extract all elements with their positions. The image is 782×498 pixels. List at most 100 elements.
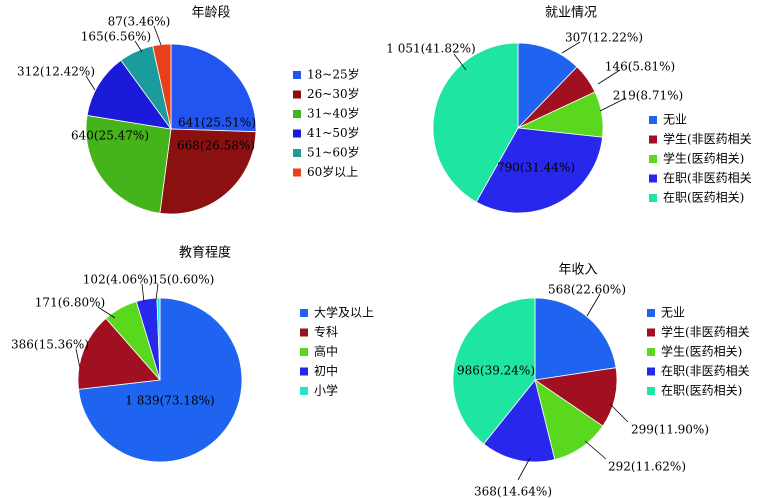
data-label: 1 051(41.82%) <box>386 42 475 56</box>
leader-line <box>517 457 531 481</box>
pie-slice <box>77 317 161 390</box>
pie-slice <box>156 297 161 381</box>
chart-title: 年龄段 <box>191 6 230 21</box>
legend-swatch <box>647 309 655 317</box>
pie-chart-age: 年龄段 641(25.51%) 668(26.58%) 640(25.47%) 312(… <box>17 6 360 215</box>
legend-label: 无业 <box>663 113 687 127</box>
pie-slice <box>517 42 578 129</box>
legend-label: 在职(医药相关) <box>661 384 742 398</box>
legend-label: 无业 <box>661 306 685 320</box>
legend-swatch <box>293 129 301 138</box>
leader-line <box>453 53 467 71</box>
pie-slice <box>170 43 257 133</box>
legend-swatch <box>293 90 301 99</box>
legend-label: 60岁以上 <box>307 164 358 179</box>
leader-line <box>153 25 162 46</box>
pie-chart-education: 教育程度 1 839(73.18%) 386(15.36%) 171(6.80%) 10… <box>11 245 374 463</box>
data-label: 219(8.71%) <box>613 89 683 103</box>
legend-label: 26~30岁 <box>307 86 360 101</box>
leader-line <box>134 40 143 53</box>
data-label: 568(22.60%) <box>548 283 626 297</box>
data-label: 165(6.56%) <box>81 30 151 44</box>
legend-swatch <box>300 387 308 395</box>
legend-swatch <box>300 309 308 317</box>
pie-slice <box>152 43 172 130</box>
legend-swatch <box>293 71 301 79</box>
legend-swatch <box>649 116 657 124</box>
data-label: 312(12.42%) <box>17 65 95 79</box>
legend-swatch <box>649 194 657 202</box>
legend-label: 高中 <box>314 344 338 359</box>
leader-line <box>597 69 621 85</box>
data-label: 299(11.90%) <box>631 423 709 437</box>
data-label: 790(31.44%) <box>497 161 575 175</box>
leader-line <box>155 283 159 301</box>
data-label: 368(14.64%) <box>474 485 552 498</box>
pie-slice <box>533 367 618 427</box>
legend-swatch <box>293 110 301 118</box>
legend-label: 在职(非医药相关 <box>663 171 752 185</box>
legend-swatch <box>647 328 655 337</box>
legend-label: 学生(非医药相关 <box>661 324 750 339</box>
pie-chart-employment: 就业情况 307(12.22%) 146(5.81%) 219(8.71%) 790(3… <box>386 6 752 214</box>
data-label: 386(15.36%) <box>11 338 89 352</box>
leader-line <box>599 97 627 112</box>
pie-slice <box>85 114 172 214</box>
data-label: 146(5.81%) <box>605 60 675 74</box>
data-label: 986(39.24%) <box>457 364 535 378</box>
leader-line <box>141 283 145 303</box>
legend-swatch <box>300 348 308 356</box>
data-label: 102(4.06%) <box>83 273 153 287</box>
legend-swatch <box>647 367 655 376</box>
data-label: 1 839(73.18%) <box>125 394 214 408</box>
legend-swatch <box>647 387 655 395</box>
legend-swatch <box>649 135 657 144</box>
data-label: 307(12.22%) <box>565 31 643 45</box>
legend-label: 51~60岁 <box>307 145 360 160</box>
pie-slice <box>432 42 519 203</box>
pie-slice <box>159 128 257 215</box>
data-label: 15(0.60%) <box>152 273 215 287</box>
pie-slice <box>452 297 536 445</box>
data-label: 640(25.47%) <box>71 129 149 143</box>
legend-swatch <box>647 348 655 356</box>
legend-label: 18~25岁 <box>307 67 360 82</box>
legend-swatch <box>300 328 308 337</box>
data-label: 668(26.58%) <box>177 139 255 153</box>
legend-swatch <box>293 168 301 177</box>
legend-label: 学生(医药相关) <box>663 151 744 166</box>
leader-line <box>561 41 581 54</box>
leader-line <box>85 75 96 91</box>
leader-line <box>97 306 116 319</box>
leader-line <box>609 403 629 423</box>
data-label: 171(6.80%) <box>35 296 105 310</box>
data-label: 87(3.46%) <box>108 15 171 29</box>
pie-slice <box>475 127 603 214</box>
legend-label: 小学 <box>314 383 338 398</box>
pie-slice <box>86 59 172 130</box>
data-label: 641(25.51%) <box>178 116 256 130</box>
legend-label: 大学及以上 <box>314 305 374 320</box>
legend-swatch <box>649 174 657 183</box>
legend-label: 学生(非医药相关 <box>663 131 752 146</box>
leader-line <box>75 348 81 369</box>
chart-title: 年收入 <box>558 263 597 278</box>
legend-swatch <box>293 149 301 157</box>
legend-label: 专科 <box>314 324 338 339</box>
leader-line <box>584 440 607 460</box>
legend-label: 41~50岁 <box>307 125 360 140</box>
legend-label: 在职(医药相关) <box>663 191 744 205</box>
legend-label: 31~40岁 <box>307 106 360 121</box>
legend-swatch <box>649 155 657 163</box>
chart-title: 就业情况 <box>545 6 597 21</box>
leader-line <box>586 293 601 317</box>
pie-chart-income: 年收入 568(22.60%) 299(11.90%) 292(11.62%) 368(… <box>452 263 750 498</box>
legend-label: 学生(医药相关) <box>661 344 742 359</box>
legend-label: 初中 <box>314 363 338 378</box>
pie-slice <box>534 297 617 381</box>
data-label: 292(11.62%) <box>608 460 686 474</box>
legend-label: 在职(非医药相关 <box>661 364 750 378</box>
pie-slice <box>483 379 556 463</box>
legend-swatch <box>300 367 308 376</box>
